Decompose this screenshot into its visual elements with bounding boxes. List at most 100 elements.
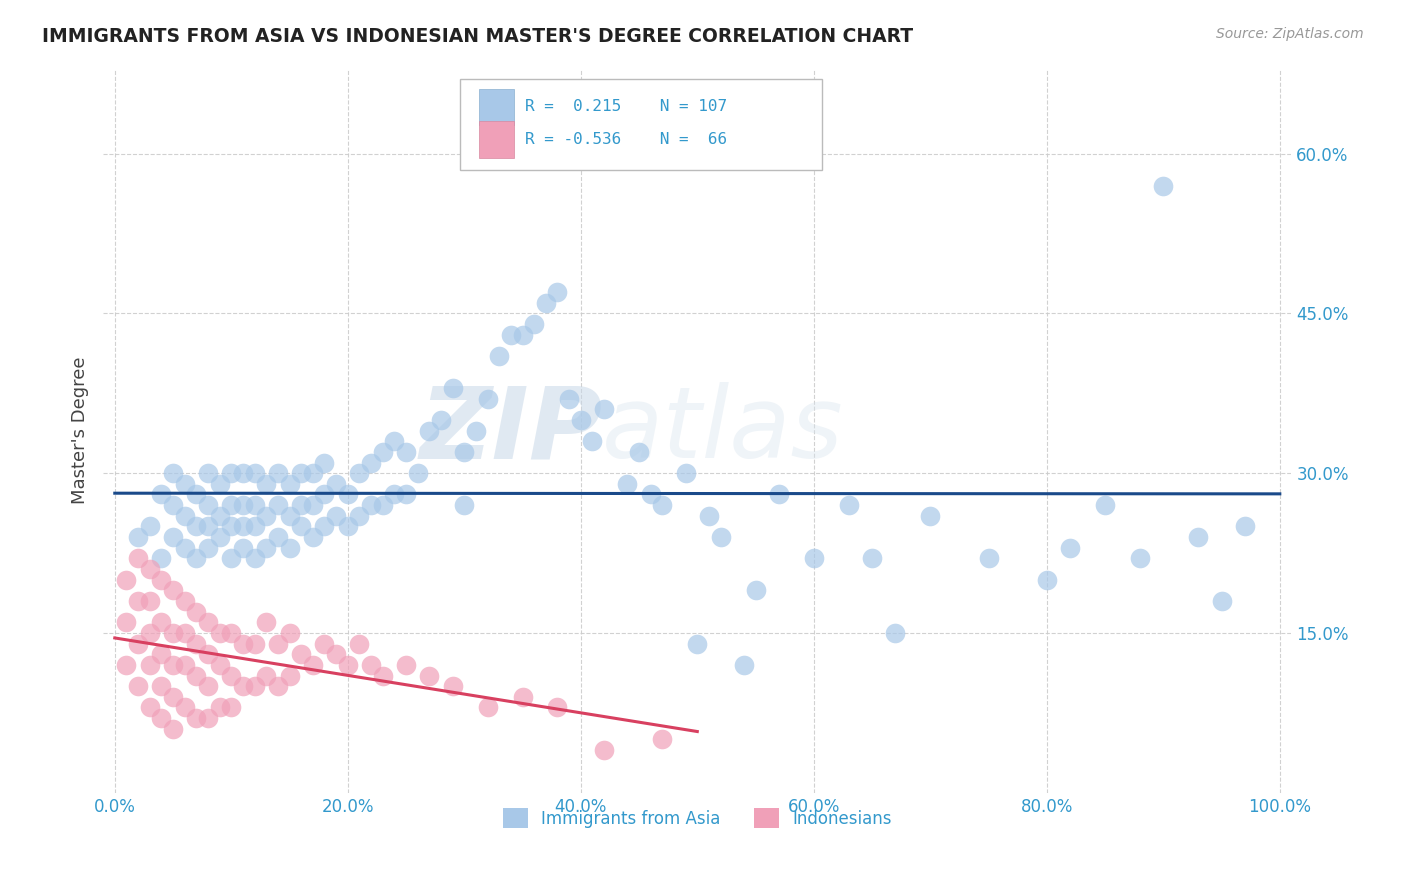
Point (371, 498, 394, 512)
Point (477, 700, 499, 714)
Point (278, 508, 301, 523)
Point (360, 498, 382, 512)
Point (208, 700, 231, 714)
Point (569, 413, 592, 427)
Point (232, 466, 254, 480)
Point (219, 551, 242, 566)
Point (173, 594, 195, 608)
Point (278, 476, 301, 491)
Point (243, 551, 266, 566)
Legend: Immigrants from Asia, Indonesians: Immigrants from Asia, Indonesians (496, 801, 898, 835)
Point (138, 594, 160, 608)
Point (267, 530, 290, 544)
Text: R = -0.536    N =  66: R = -0.536 N = 66 (524, 132, 727, 147)
FancyBboxPatch shape (478, 121, 515, 158)
FancyBboxPatch shape (478, 89, 515, 125)
Point (197, 466, 219, 480)
Point (349, 508, 371, 523)
Point (186, 487, 208, 501)
Point (162, 722, 184, 736)
Point (675, 466, 697, 480)
Point (314, 456, 336, 470)
Point (430, 413, 453, 427)
Point (115, 573, 138, 587)
Point (558, 392, 581, 406)
Point (162, 530, 184, 544)
Point (232, 679, 254, 693)
Text: R =  0.215    N = 107: R = 0.215 N = 107 (524, 99, 727, 114)
Point (1036, 573, 1059, 587)
Point (278, 668, 301, 682)
Point (127, 594, 149, 608)
Point (651, 732, 673, 747)
Point (115, 615, 138, 630)
Point (697, 508, 720, 523)
Point (418, 668, 440, 682)
Point (768, 487, 790, 501)
Point (173, 700, 195, 714)
Point (336, 657, 359, 672)
Point (254, 476, 277, 491)
Point (441, 679, 464, 693)
Point (301, 530, 323, 544)
Point (127, 679, 149, 693)
Point (243, 466, 266, 480)
Point (127, 530, 149, 544)
Point (115, 657, 138, 672)
Point (547, 285, 569, 300)
Text: atlas: atlas (602, 382, 844, 479)
Text: IMMIGRANTS FROM ASIA VS INDONESIAN MASTER'S DEGREE CORRELATION CHART: IMMIGRANTS FROM ASIA VS INDONESIAN MASTE… (42, 27, 914, 45)
Point (138, 562, 160, 576)
Point (267, 679, 290, 693)
Point (219, 519, 242, 533)
Point (920, 508, 942, 523)
Point (325, 647, 347, 661)
Point (150, 573, 173, 587)
Point (314, 519, 336, 533)
Point (197, 541, 219, 555)
Text: Source: ZipAtlas.com: Source: ZipAtlas.com (1216, 27, 1364, 41)
Point (651, 498, 673, 512)
Point (336, 519, 359, 533)
Point (314, 636, 336, 650)
Point (162, 466, 184, 480)
Point (138, 657, 160, 672)
Point (232, 636, 254, 650)
Point (232, 498, 254, 512)
Point (301, 498, 323, 512)
Point (325, 476, 347, 491)
Point (197, 647, 219, 661)
Point (441, 381, 464, 395)
Point (1059, 541, 1081, 555)
Point (197, 711, 219, 725)
Point (138, 519, 160, 533)
Point (349, 466, 371, 480)
Point (290, 647, 312, 661)
Point (453, 498, 475, 512)
Point (138, 700, 160, 714)
Point (628, 445, 651, 459)
Point (371, 445, 394, 459)
Point (197, 679, 219, 693)
Point (336, 487, 359, 501)
Point (150, 711, 173, 725)
Point (186, 519, 208, 533)
Point (186, 636, 208, 650)
Text: ZIP: ZIP (419, 382, 602, 479)
Point (744, 583, 766, 598)
Point (547, 700, 569, 714)
Point (278, 541, 301, 555)
Point (499, 327, 522, 342)
Point (267, 636, 290, 650)
Point (301, 466, 323, 480)
Point (208, 530, 231, 544)
Point (243, 519, 266, 533)
Point (208, 626, 231, 640)
Point (162, 498, 184, 512)
Point (173, 626, 195, 640)
Point (162, 626, 184, 640)
Point (325, 508, 347, 523)
Point (314, 487, 336, 501)
Point (186, 551, 208, 566)
Point (243, 498, 266, 512)
